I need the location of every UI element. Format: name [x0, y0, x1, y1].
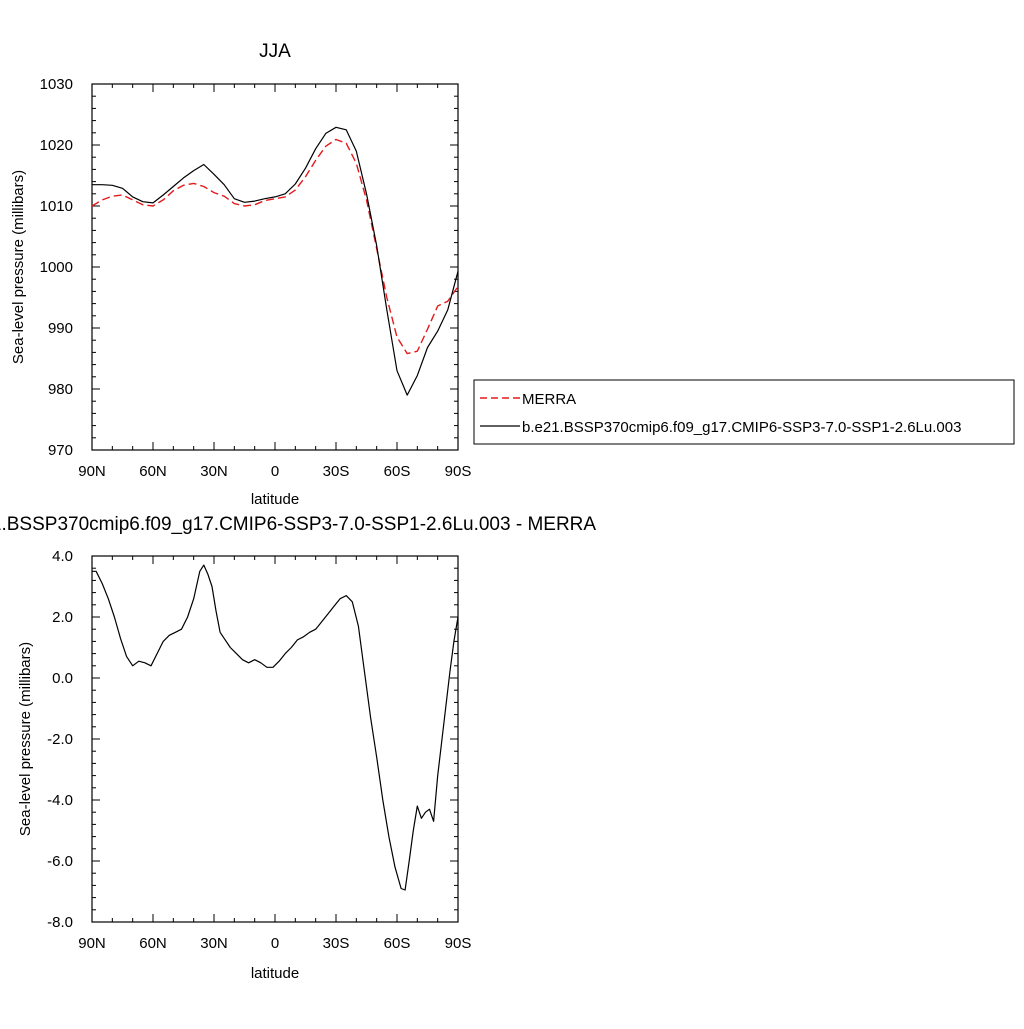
bottom-x-tick-label: 30N: [200, 935, 228, 952]
top-x-tick-label: 90N: [78, 463, 106, 480]
bottom-axis-ticks: 90N 60N 30N 0 30S 60S 90S 4.0 2.0 0.0 -2.0 -4.0 -6.0…: [47, 548, 471, 952]
top-series-line-0: [91, 138, 459, 355]
panel-bottom: b.e21.BSSP370cmip6.f09_g17.CMIP6-SSP3-7.…: [0, 514, 596, 982]
bottom-x-tick-label: 60S: [384, 935, 411, 952]
bottom-y-tick-label: 4.0: [52, 548, 73, 565]
legend: MERRA b.e21.BSSP370cmip6.f09_g17.CMIP6-S…: [473, 379, 1015, 445]
top-x-tick-label: 60N: [139, 463, 167, 480]
bottom-x-tick-label: 30S: [323, 935, 350, 952]
panel-top: JJA latitude Sea-level pressure (milliba…: [10, 41, 471, 508]
top-x-tick-label: 60S: [384, 463, 411, 480]
bottom-plot-frame: [91, 555, 459, 923]
top-x-tick-label: 30S: [323, 463, 350, 480]
legend-frame: [473, 379, 1015, 445]
top-y-tick-label: 970: [48, 442, 73, 459]
bottom-y-tick-label: -4.0: [47, 792, 73, 809]
top-y-axis-label: Sea-level pressure (millibars): [10, 170, 27, 364]
bottom-y-tick-label: 0.0: [52, 670, 73, 687]
top-y-tick-label: 1030: [40, 76, 73, 93]
bottom-x-axis-label: latitude: [251, 965, 299, 982]
top-series-lines: [91, 126, 459, 396]
top-plot-frame: [91, 83, 459, 451]
top-y-tick-label: 1010: [40, 198, 73, 215]
bottom-y-tick-label: -6.0: [47, 853, 73, 870]
bottom-x-tick-label: 0: [271, 935, 279, 952]
bottom-y-tick-label: -2.0: [47, 731, 73, 748]
top-x-tick-label: 30N: [200, 463, 228, 480]
top-x-tick-label: 90S: [445, 463, 472, 480]
bottom-series-line-0: [92, 564, 459, 891]
legend-label-merra: MERRA: [522, 391, 576, 408]
top-y-tick-label: 1020: [40, 137, 73, 154]
legend-label-model: b.e21.BSSP370cmip6.f09_g17.CMIP6-SSP3-7.…: [522, 419, 961, 436]
bottom-x-tick-label: 90S: [445, 935, 472, 952]
bottom-y-tick-label: -8.0: [47, 914, 73, 931]
top-x-axis-label: latitude: [251, 491, 299, 508]
top-y-tick-label: 1000: [40, 259, 73, 276]
top-y-tick-label: 980: [48, 381, 73, 398]
top-y-tick-label: 990: [48, 320, 73, 337]
bottom-series-lines: [92, 564, 459, 891]
top-series-line-1: [92, 126, 459, 396]
bottom-y-tick-label: 2.0: [52, 609, 73, 626]
bottom-x-tick-label: 60N: [139, 935, 167, 952]
bottom-y-axis-label: Sea-level pressure (millibars): [17, 642, 34, 836]
top-axis-ticks: 90N 60N 30N 0 30S 60S 90S 970 980 990 1000 1010 1020…: [40, 76, 472, 480]
top-x-tick-label: 0: [271, 463, 279, 480]
top-chart-title: JJA: [259, 41, 291, 62]
bottom-chart-title: b.e21.BSSP370cmip6.f09_g17.CMIP6-SSP3-7.…: [0, 514, 596, 535]
bottom-x-tick-label: 90N: [78, 935, 106, 952]
